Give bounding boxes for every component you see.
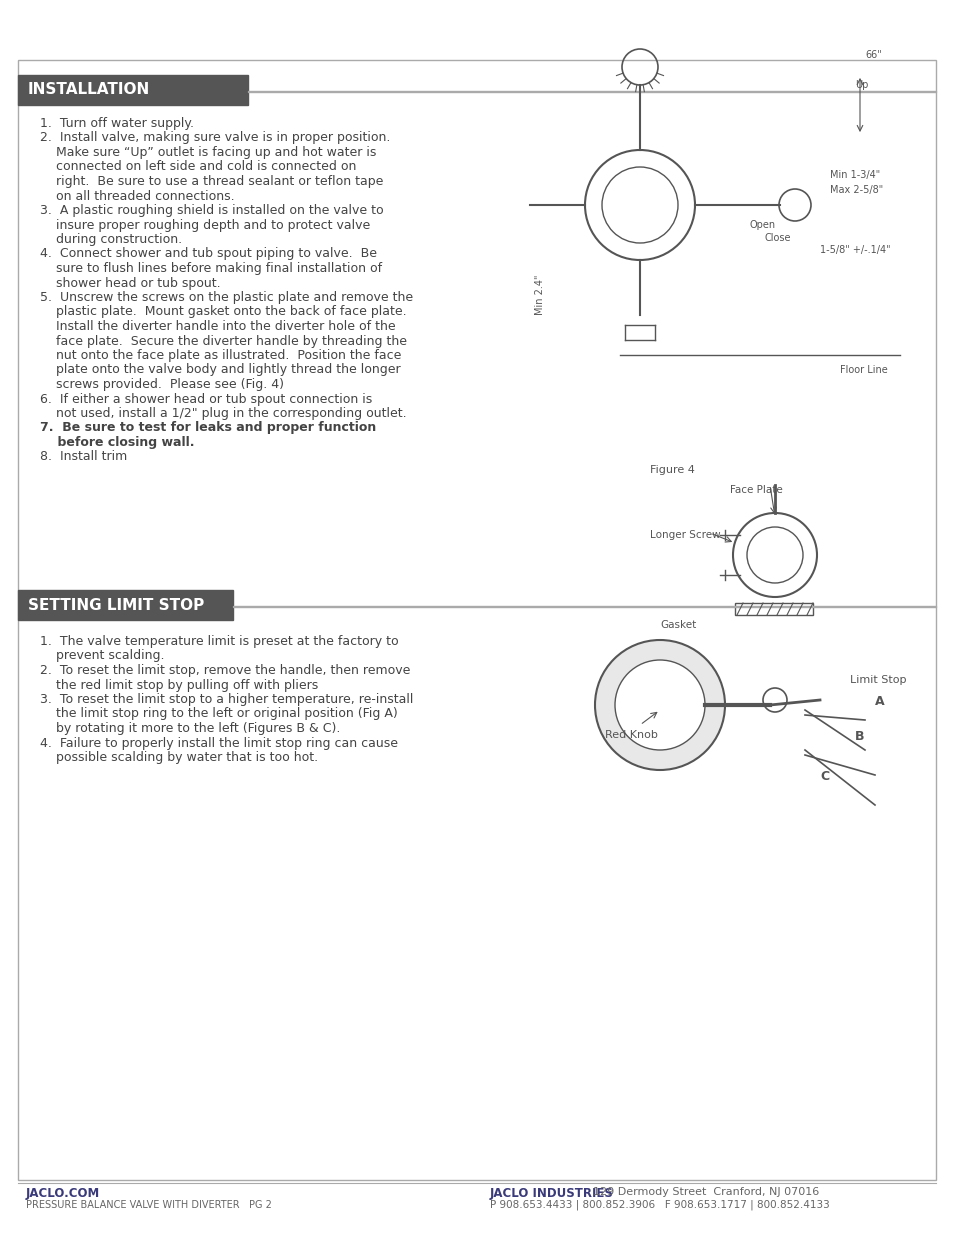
Text: before closing wall.: before closing wall. bbox=[40, 436, 194, 450]
Text: 1.  The valve temperature limit is preset at the factory to: 1. The valve temperature limit is preset… bbox=[40, 635, 398, 648]
Text: 3.  A plastic roughing shield is installed on the valve to: 3. A plastic roughing shield is installe… bbox=[40, 204, 383, 217]
Text: 2.  Install valve, making sure valve is in proper position.: 2. Install valve, making sure valve is i… bbox=[40, 131, 390, 144]
Bar bbox=[18, 590, 233, 620]
Text: Face Plate: Face Plate bbox=[729, 485, 781, 495]
Text: B: B bbox=[854, 730, 863, 743]
Text: 4.  Connect shower and tub spout piping to valve.  Be: 4. Connect shower and tub spout piping t… bbox=[40, 247, 376, 261]
Text: possible scalding by water that is too hot.: possible scalding by water that is too h… bbox=[40, 751, 317, 764]
Text: insure proper roughing depth and to protect valve: insure proper roughing depth and to prot… bbox=[40, 219, 370, 231]
Text: connected on left side and cold is connected on: connected on left side and cold is conne… bbox=[40, 161, 356, 173]
Text: 6.  If either a shower head or tub spout connection is: 6. If either a shower head or tub spout … bbox=[40, 393, 372, 405]
Text: the red limit stop by pulling off with pliers: the red limit stop by pulling off with p… bbox=[40, 678, 318, 692]
Text: Min 1-3/4": Min 1-3/4" bbox=[829, 170, 880, 180]
Text: 1-5/8" +/-.1/4": 1-5/8" +/-.1/4" bbox=[820, 245, 890, 254]
Text: 5.  Unscrew the screws on the plastic plate and remove the: 5. Unscrew the screws on the plastic pla… bbox=[40, 291, 413, 304]
Bar bbox=[233, 605, 935, 606]
Bar bbox=[18, 75, 248, 105]
Text: Longer Screw: Longer Screw bbox=[649, 530, 720, 540]
Circle shape bbox=[595, 640, 724, 769]
Text: screws provided.  Please see (Fig. 4): screws provided. Please see (Fig. 4) bbox=[40, 378, 284, 391]
Text: JACLO INDUSTRIES: JACLO INDUSTRIES bbox=[490, 1187, 613, 1200]
Text: right.  Be sure to use a thread sealant or teflon tape: right. Be sure to use a thread sealant o… bbox=[40, 175, 383, 188]
Text: Gasket: Gasket bbox=[659, 620, 696, 630]
Text: 129 Dermody Street  Cranford, NJ 07016: 129 Dermody Street Cranford, NJ 07016 bbox=[585, 1187, 819, 1197]
Text: during construction.: during construction. bbox=[40, 233, 182, 246]
Text: 7.  Be sure to test for leaks and proper function: 7. Be sure to test for leaks and proper … bbox=[40, 421, 375, 435]
Text: Red Knob: Red Knob bbox=[604, 730, 658, 740]
Bar bbox=[734, 603, 812, 615]
Text: on all threaded connections.: on all threaded connections. bbox=[40, 189, 234, 203]
Text: 8.  Install trim: 8. Install trim bbox=[40, 451, 127, 463]
Text: Figure 4: Figure 4 bbox=[649, 466, 694, 475]
Circle shape bbox=[615, 659, 704, 750]
Text: Open: Open bbox=[749, 220, 776, 230]
Text: Install the diverter handle into the diverter hole of the: Install the diverter handle into the div… bbox=[40, 320, 395, 333]
Text: INSTALLATION: INSTALLATION bbox=[28, 83, 150, 98]
Text: Max 2-5/8": Max 2-5/8" bbox=[829, 185, 882, 195]
Text: by rotating it more to the left (Figures B & C).: by rotating it more to the left (Figures… bbox=[40, 722, 340, 735]
Text: Floor Line: Floor Line bbox=[840, 366, 887, 375]
Text: plastic plate.  Mount gasket onto the back of face plate.: plastic plate. Mount gasket onto the bac… bbox=[40, 305, 406, 319]
Text: Limit Stop: Limit Stop bbox=[849, 676, 905, 685]
Text: Close: Close bbox=[764, 233, 791, 243]
Text: Min 2.4": Min 2.4" bbox=[535, 274, 544, 315]
Text: PRESSURE BALANCE VALVE WITH DIVERTER   PG 2: PRESSURE BALANCE VALVE WITH DIVERTER PG … bbox=[26, 1200, 272, 1210]
Text: 4.  Failure to properly install the limit stop ring can cause: 4. Failure to properly install the limit… bbox=[40, 736, 397, 750]
Text: 3.  To reset the limit stop to a higher temperature, re-install: 3. To reset the limit stop to a higher t… bbox=[40, 693, 413, 706]
Bar bbox=[248, 90, 935, 91]
Text: SETTING LIMIT STOP: SETTING LIMIT STOP bbox=[28, 598, 204, 613]
Text: sure to flush lines before making final installation of: sure to flush lines before making final … bbox=[40, 262, 382, 275]
Text: plate onto the valve body and lightly thread the longer: plate onto the valve body and lightly th… bbox=[40, 363, 400, 377]
Text: not used, install a 1/2" plug in the corresponding outlet.: not used, install a 1/2" plug in the cor… bbox=[40, 408, 406, 420]
Text: Up: Up bbox=[854, 80, 867, 90]
Text: C: C bbox=[820, 769, 828, 783]
Text: nut onto the face plate as illustrated.  Position the face: nut onto the face plate as illustrated. … bbox=[40, 350, 401, 362]
Text: JACLO.COM: JACLO.COM bbox=[26, 1187, 100, 1200]
Text: P 908.653.4433 | 800.852.3906   F 908.653.1717 | 800.852.4133: P 908.653.4433 | 800.852.3906 F 908.653.… bbox=[490, 1200, 829, 1210]
Text: Make sure “Up” outlet is facing up and hot water is: Make sure “Up” outlet is facing up and h… bbox=[40, 146, 376, 159]
Text: shower head or tub spout.: shower head or tub spout. bbox=[40, 277, 220, 289]
Text: the limit stop ring to the left or original position (Fig A): the limit stop ring to the left or origi… bbox=[40, 708, 397, 720]
Text: 1.  Turn off water supply.: 1. Turn off water supply. bbox=[40, 117, 193, 130]
Text: A: A bbox=[874, 695, 883, 708]
Text: 2.  To reset the limit stop, remove the handle, then remove: 2. To reset the limit stop, remove the h… bbox=[40, 664, 410, 677]
Text: face plate.  Secure the diverter handle by threading the: face plate. Secure the diverter handle b… bbox=[40, 335, 407, 347]
Text: 66": 66" bbox=[864, 49, 881, 61]
Text: prevent scalding.: prevent scalding. bbox=[40, 650, 164, 662]
